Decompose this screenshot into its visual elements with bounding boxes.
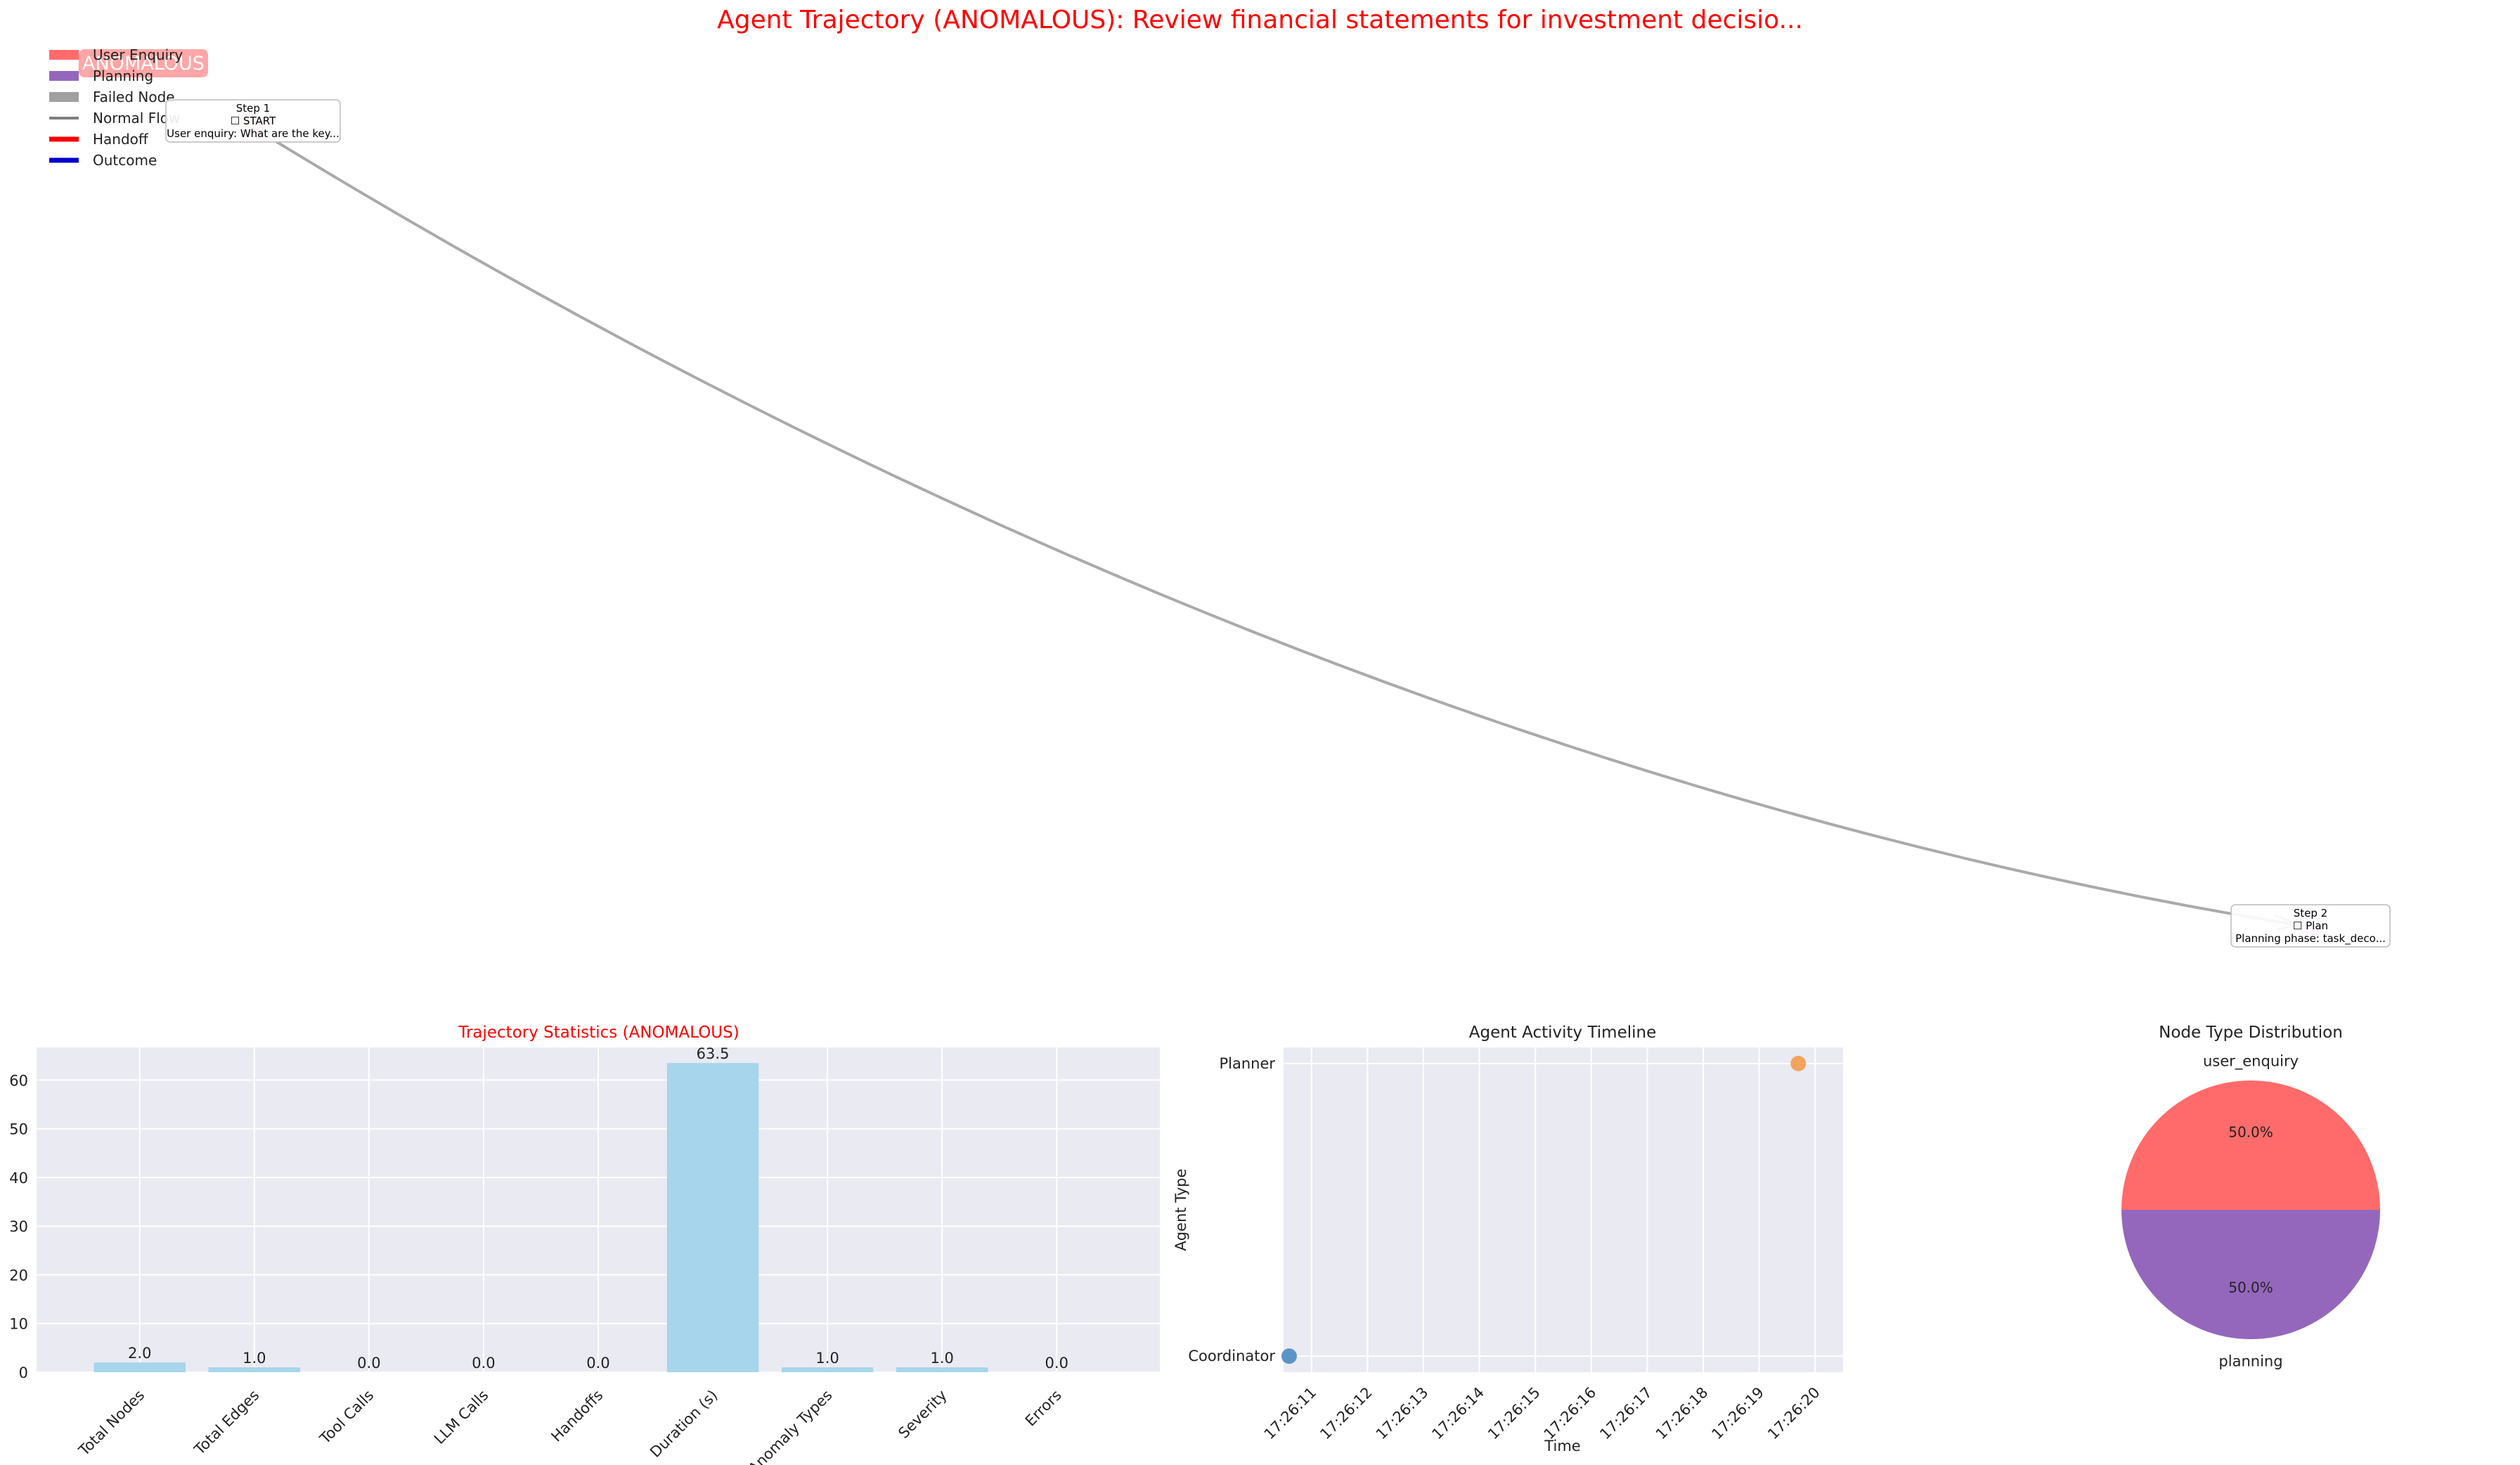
timeline-title: Agent Activity Timeline — [1469, 1024, 1657, 1042]
figure-title: Agent Trajectory (ANOMALOUS): Review fin… — [717, 6, 1803, 34]
timeline-x-tick-label: 17:26:12 — [1317, 1384, 1376, 1443]
bar-x-ticks: Total Nodes Total Edges Tool Calls LLM Call… — [75, 1387, 1065, 1465]
bar-severity — [896, 1367, 988, 1372]
bar-total-edges — [208, 1367, 301, 1372]
bar-marks: 2.0 1.0 0.0 0.0 0.0 63.5 1.0 1.0 0.0 — [93, 1045, 1068, 1372]
timeline-point-planner — [1790, 1055, 1807, 1071]
bar-value-label: 0.0 — [1045, 1355, 1068, 1372]
bar-y-ticks: 0 10 20 30 40 50 60 — [9, 1072, 28, 1381]
node-name-label: ☐ START — [231, 115, 276, 127]
pie-slices: user_enquiry 50.0% planning 50.0% — [2121, 1053, 2380, 1369]
bar-y-tick-label: 40 — [9, 1170, 28, 1187]
bar-x-tick-label: Total Nodes — [75, 1387, 148, 1460]
pie-pct-label: 50.0% — [2228, 1124, 2273, 1141]
bar-total-nodes — [93, 1362, 186, 1372]
legend-label-outcome: Outcome — [93, 152, 157, 169]
pie-pct-label: 50.0% — [2228, 1279, 2273, 1296]
node-type-distribution-chart: Node Type Distribution user_enquiry 50.0%… — [2121, 1024, 2380, 1369]
pie-slice-user_enquiry — [2121, 1080, 2380, 1210]
trajectory-statistics-chart: Trajectory Statistics (ANOMALOUS) 2.0 1.0… — [9, 1024, 1160, 1465]
bar-duration-s- — [666, 1063, 759, 1372]
legend-swatch-user-enquiry — [49, 50, 79, 60]
bar-x-tick-label: Total Edges — [190, 1387, 262, 1459]
trajectory-graph: ANOMALOUS User Enquiry Planning Failed Nod… — [49, 46, 2391, 948]
bar-value-label: 63.5 — [697, 1045, 730, 1062]
timeline-y-tick-label: Coordinator — [1188, 1348, 1275, 1364]
anomaly-badge-label: ANOMALOUS — [82, 53, 205, 75]
timeline-gridlines — [1284, 1047, 1843, 1372]
node-desc-label: Planning phase: task_deco... — [2235, 932, 2386, 946]
legend-label-planning: Planning — [93, 67, 153, 84]
timeline-plot-area — [1284, 1047, 1843, 1372]
timeline-x-tick-label: 17:26:20 — [1764, 1384, 1823, 1443]
bar-y-tick-label: 30 — [9, 1218, 28, 1235]
timeline-x-tick-label: 17:26:19 — [1708, 1384, 1767, 1443]
bar-y-tick-label: 20 — [9, 1267, 28, 1284]
legend-label-user-enquiry: User Enquiry — [93, 46, 183, 63]
bar-y-tick-label: 50 — [9, 1121, 28, 1138]
bar-x-tick-label: LLM Calls — [431, 1387, 492, 1448]
timeline-ylabel: Agent Type — [1172, 1168, 1189, 1251]
bar-x-tick-label: Anomaly Types — [745, 1387, 836, 1465]
timeline-x-tick-label: 17:26:11 — [1261, 1384, 1320, 1443]
timeline-y-tick-label: Planner — [1219, 1055, 1275, 1072]
timeline-x-tick-label: 17:26:14 — [1428, 1384, 1487, 1443]
timeline-x-tick-label: 17:26:17 — [1596, 1384, 1655, 1443]
node-label-step-1: Step 1 ☐ START User enquiry: What are th… — [165, 99, 341, 143]
bar-chart-title: Trajectory Statistics (ANOMALOUS) — [458, 1024, 739, 1042]
node-desc-label: User enquiry: What are the key... — [167, 127, 340, 140]
pie-label: user_enquiry — [2203, 1053, 2299, 1071]
bar-x-tick-label: Severity — [895, 1387, 950, 1442]
bar-value-label: 1.0 — [243, 1350, 266, 1367]
bar-value-label: 2.0 — [128, 1345, 151, 1362]
timeline-points — [1281, 1055, 1807, 1364]
timeline-x-tick-label: 17:26:15 — [1485, 1384, 1544, 1443]
timeline-point-coordinator — [1281, 1348, 1297, 1364]
bar-y-tick-label: 0 — [19, 1364, 28, 1381]
node-label-step-2: Step 2 ☐ Plan Planning phase: task_deco.… — [2230, 904, 2391, 948]
anomaly-badge — [79, 49, 208, 77]
bar-x-tick-label: Errors — [1022, 1387, 1065, 1430]
bar-value-label: 0.0 — [357, 1355, 380, 1372]
node-step-label: Step 1 — [236, 102, 270, 115]
pie-title: Node Type Distribution — [2159, 1024, 2343, 1042]
bar-anomaly-types — [781, 1367, 874, 1372]
timeline-y-ticks: Coordinator Planner — [1188, 1055, 1275, 1364]
bar-y-tick-label: 60 — [9, 1072, 28, 1089]
bar-x-tick-label: Tool Calls — [316, 1387, 377, 1448]
timeline-x-ticks: 17:26:1117:26:1217:26:1317:26:1417:26:15… — [1261, 1384, 1823, 1443]
bar-x-tick-label: Handoffs — [548, 1387, 606, 1445]
bar-value-label: 1.0 — [930, 1350, 953, 1367]
timeline-x-tick-label: 17:26:13 — [1373, 1384, 1432, 1443]
pie-slice-planning — [2121, 1210, 2380, 1339]
node-name-label: ☐ Plan — [2293, 919, 2328, 932]
legend-label-handoff: Handoff — [93, 131, 149, 148]
bar-value-label: 1.0 — [815, 1350, 839, 1367]
legend-label-failed-node: Failed Node — [93, 89, 175, 105]
timeline-x-tick-label: 17:26:16 — [1541, 1384, 1600, 1443]
timeline-xlabel: Time — [1544, 1438, 1580, 1454]
legend-swatch-failed-node — [49, 92, 79, 102]
bar-value-label: 0.0 — [586, 1355, 609, 1372]
bar-value-label: 0.0 — [472, 1355, 495, 1372]
agent-activity-timeline-chart: Agent Activity Timeline Coordinator Plann… — [1172, 1024, 1843, 1454]
node-step-label: Step 2 — [2294, 907, 2327, 919]
bar-y-tick-label: 10 — [9, 1316, 28, 1333]
timeline-x-tick-label: 17:26:18 — [1653, 1384, 1712, 1443]
legend-swatch-planning — [49, 71, 79, 81]
bar-x-tick-label: Duration (s) — [647, 1387, 721, 1461]
normal-flow-edge — [250, 125, 2299, 927]
pie-label: planning — [2218, 1353, 2282, 1369]
